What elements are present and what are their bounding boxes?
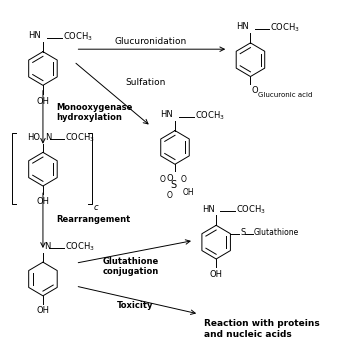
Text: COCH$_3$: COCH$_3$ <box>64 132 95 144</box>
Text: COCH$_3$: COCH$_3$ <box>64 241 95 253</box>
Text: OH: OH <box>36 97 49 106</box>
Text: HO: HO <box>27 133 40 142</box>
Text: S: S <box>170 180 176 190</box>
Text: COCH$_3$: COCH$_3$ <box>236 204 266 217</box>
Text: N: N <box>45 133 51 142</box>
Text: c: c <box>94 203 99 212</box>
Text: Monooxygenase
hydroxylation: Monooxygenase hydroxylation <box>57 103 133 122</box>
Text: Sulfation: Sulfation <box>125 78 166 87</box>
Text: O: O <box>167 174 173 183</box>
Text: COCH$_3$: COCH$_3$ <box>270 21 300 34</box>
Text: OH: OH <box>36 306 49 315</box>
Text: O: O <box>166 191 172 200</box>
Text: N: N <box>44 242 51 251</box>
Text: Glucuronic acid: Glucuronic acid <box>258 92 313 98</box>
Text: HN: HN <box>236 22 249 31</box>
Text: O: O <box>160 175 166 184</box>
Text: HN: HN <box>202 205 215 214</box>
Text: Glutathione
conjugation: Glutathione conjugation <box>102 257 159 276</box>
Text: Glucuronidation: Glucuronidation <box>115 37 187 46</box>
Text: Rearrangement: Rearrangement <box>57 215 131 224</box>
Text: OH: OH <box>36 197 49 205</box>
Text: COCH$_3$: COCH$_3$ <box>195 109 225 122</box>
Text: Toxicity: Toxicity <box>117 301 154 310</box>
Text: HN: HN <box>161 110 173 119</box>
Text: Glutathione: Glutathione <box>254 228 299 237</box>
Text: OH: OH <box>183 188 195 197</box>
Text: Reaction with proteins
and nucleic acids: Reaction with proteins and nucleic acids <box>204 319 320 339</box>
Text: HN: HN <box>28 31 41 40</box>
Text: S: S <box>240 228 245 237</box>
Text: COCH$_3$: COCH$_3$ <box>63 30 93 43</box>
Text: O: O <box>251 86 258 95</box>
Text: OH: OH <box>210 270 223 279</box>
Text: O: O <box>181 175 187 184</box>
